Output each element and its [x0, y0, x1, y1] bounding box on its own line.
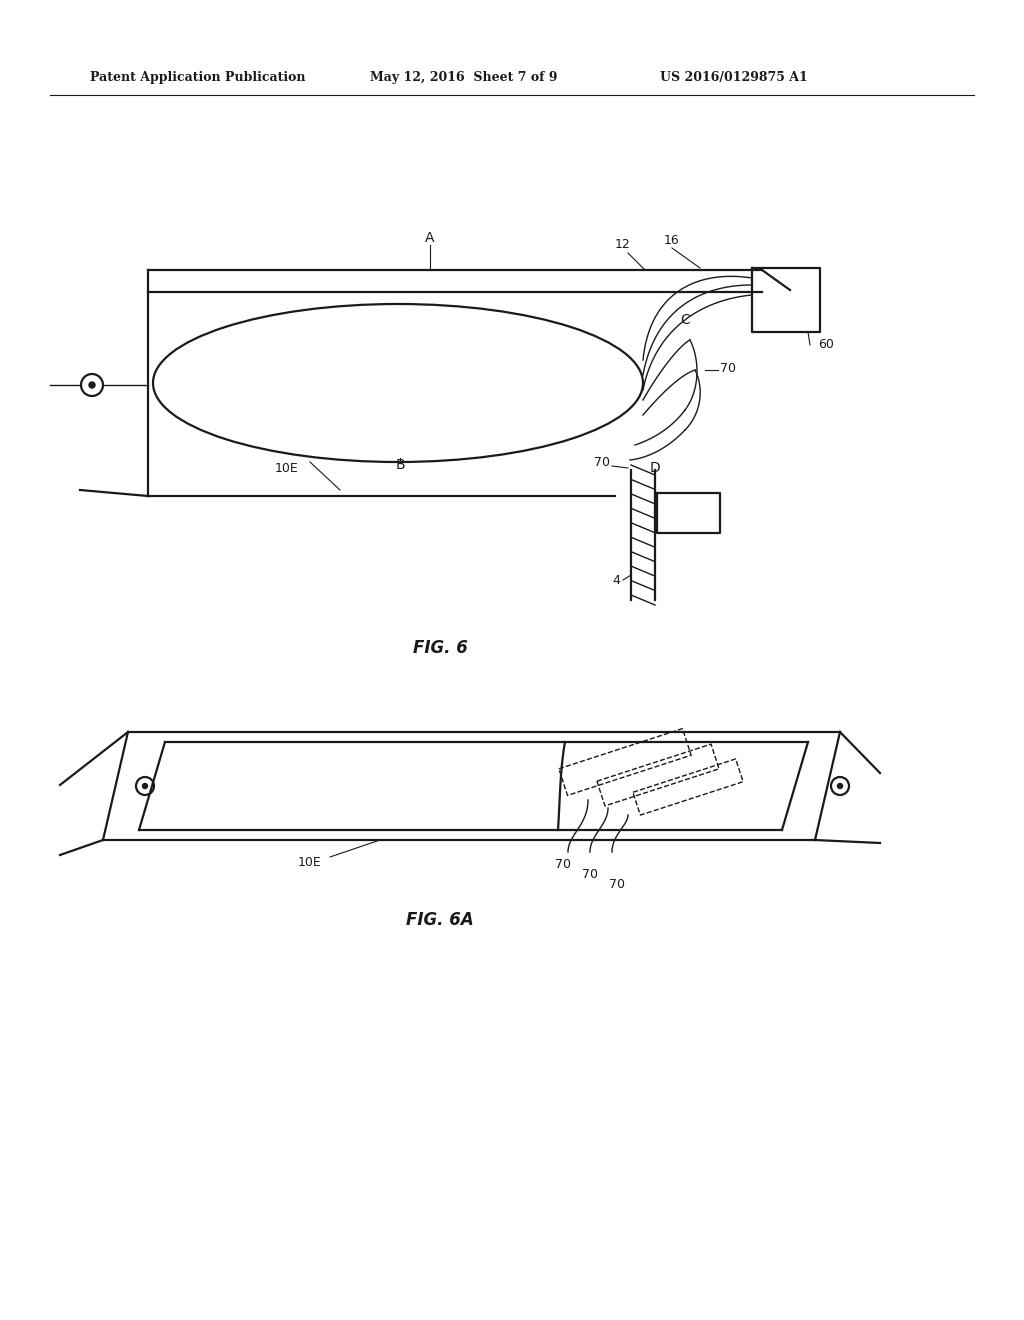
Text: B: B: [395, 458, 404, 473]
Text: 70: 70: [609, 878, 625, 891]
Text: Patent Application Publication: Patent Application Publication: [90, 71, 305, 84]
Text: 70: 70: [594, 455, 610, 469]
Text: C: C: [680, 313, 690, 327]
Text: 70: 70: [555, 858, 571, 870]
Text: A: A: [425, 231, 435, 246]
Text: US 2016/0129875 A1: US 2016/0129875 A1: [660, 71, 808, 84]
Text: 16: 16: [665, 234, 680, 247]
Text: 12: 12: [615, 239, 631, 252]
Text: FIG. 6A: FIG. 6A: [407, 911, 474, 929]
Text: 70: 70: [582, 867, 598, 880]
Text: FIG. 6: FIG. 6: [413, 639, 467, 657]
Text: D: D: [649, 461, 660, 475]
Circle shape: [838, 784, 843, 788]
Text: 60: 60: [818, 338, 834, 351]
Text: May 12, 2016  Sheet 7 of 9: May 12, 2016 Sheet 7 of 9: [370, 71, 557, 84]
Circle shape: [142, 784, 147, 788]
Text: 70: 70: [720, 362, 736, 375]
Circle shape: [89, 381, 95, 388]
Text: 10E: 10E: [275, 462, 299, 474]
Text: 10E: 10E: [298, 855, 322, 869]
Text: 4: 4: [612, 573, 620, 586]
